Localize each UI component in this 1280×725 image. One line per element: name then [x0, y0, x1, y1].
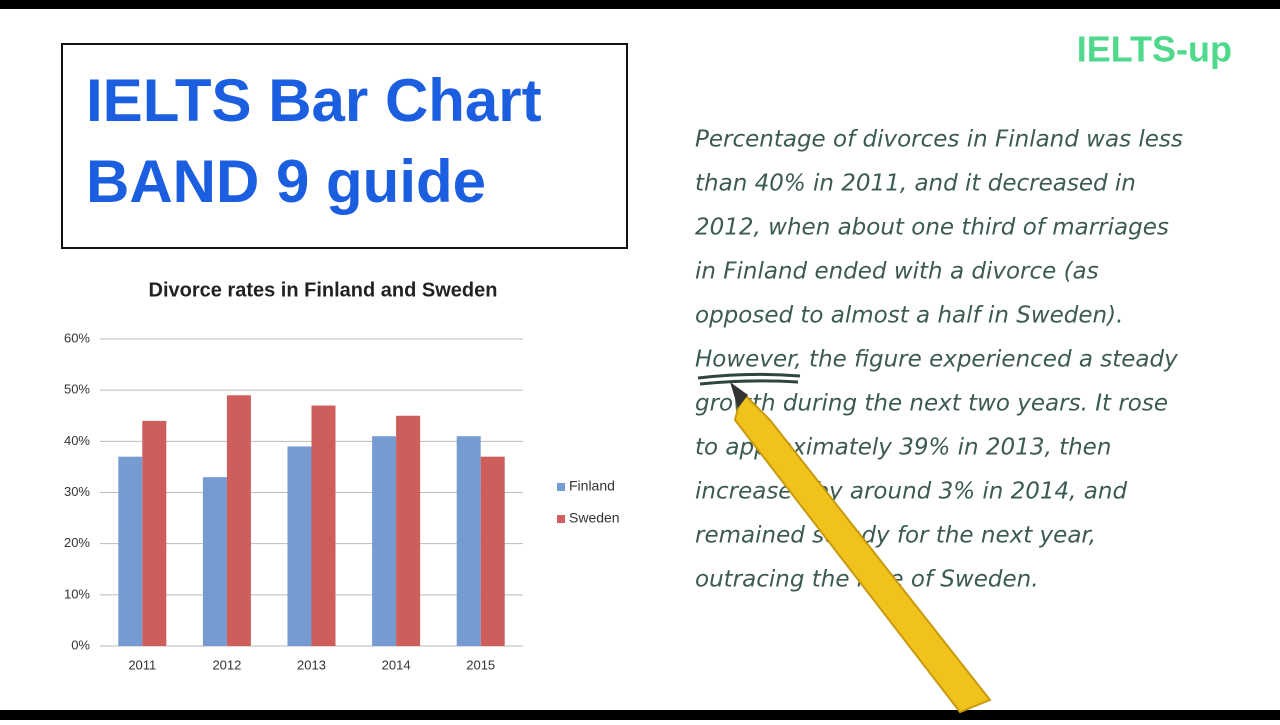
y-tick-label: 50%	[64, 382, 90, 397]
note-line: increased by around 3% in 2014, and	[695, 479, 1127, 505]
bar	[456, 436, 481, 646]
bar	[226, 395, 251, 646]
brand: IELTS-up	[1077, 29, 1232, 70]
bar	[372, 436, 397, 646]
title-line: BAND 9 guide	[86, 148, 486, 215]
note-line: However, the figure experienced a steady	[695, 347, 1178, 373]
legend-swatch	[557, 483, 565, 491]
note-line: than 40% in 2011, and it decreased in	[695, 171, 1136, 197]
y-tick-label: 60%	[64, 330, 90, 345]
bottom-bar	[0, 710, 1280, 720]
bar	[287, 446, 312, 646]
note: Percentage of divorces in Finland was le…	[695, 127, 1183, 593]
note-line: growth during the next two years. It ros…	[695, 391, 1168, 417]
bar	[202, 477, 227, 646]
pen	[730, 382, 992, 714]
note-line: opposed to almost a half in Sweden).	[695, 303, 1123, 329]
x-tick-label: 2013	[297, 657, 326, 672]
top-bar	[0, 0, 1280, 9]
y-tick-label: 30%	[64, 484, 90, 499]
chart: 0% 10% 20% 30% 40% 50% 60% 2011 2012 2013 2014 2015…	[64, 330, 620, 672]
legend-label: Sweden	[569, 510, 620, 526]
bar	[118, 456, 143, 646]
underline	[697, 372, 801, 386]
y-tick-label: 0%	[71, 637, 90, 652]
x-tick-label: 2015	[466, 657, 495, 672]
bar	[142, 420, 167, 646]
pen-tip	[730, 382, 748, 408]
y-tick-label: 20%	[64, 535, 90, 550]
x-tick-label: 2012	[212, 657, 241, 672]
note-line: in Finland ended with a divorce (as	[695, 259, 1099, 285]
bar	[396, 415, 421, 646]
y-tick-label: 40%	[64, 433, 90, 448]
title-box	[61, 43, 628, 249]
legend-swatch	[557, 515, 565, 523]
x-tick-label: 2014	[382, 657, 411, 672]
title-line: IELTS Bar Chart	[86, 67, 542, 134]
pen-body	[733, 390, 992, 714]
note-line: Percentage of divorces in Finland was le…	[695, 127, 1183, 153]
bar	[311, 405, 336, 646]
chart-title: Divorce rates in Finland and Sweden	[149, 279, 498, 301]
bar	[480, 456, 505, 646]
x-tick-label: 2011	[128, 657, 156, 672]
y-tick-label: 10%	[64, 586, 90, 601]
note-line: 2012, when about one third of marriages	[695, 215, 1169, 241]
legend-label: Finland	[569, 478, 615, 494]
note-line: remained steady for the next year,	[695, 523, 1096, 549]
